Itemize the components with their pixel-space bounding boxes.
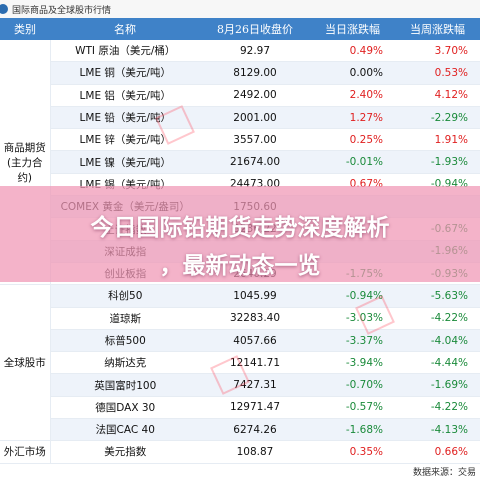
price-cell: 12971.47 [200,396,310,420]
price-cell: 3557.00 [200,128,310,152]
table-row: 标普500 4057.66 -3.37% -4.04% [0,329,480,353]
headline-line-1: 今日国际铅期货走势深度解析 [90,215,390,241]
week-change-cell: 1.91% [395,128,480,152]
day-change-cell: -0.57% [310,396,395,420]
name-cell: 法国CAC 40 [50,418,200,442]
price-cell: 7427.31 [200,373,310,397]
sheet-title: 国际商品及全球股市行情 [12,5,112,16]
week-change-cell: 0.66% [395,440,480,464]
price-cell: 12141.71 [200,351,310,375]
table-row: 道琼斯 32283.40 -3.03% -4.22% [0,307,480,330]
header-week-change: 当周涨跌幅 [395,18,480,40]
name-cell: 德国DAX 30 [50,396,200,420]
name-cell: 英国富时100 [50,373,200,397]
name-cell: LME 铝（美元/吨） [50,84,200,107]
day-change-cell: 0.00% [310,61,395,85]
table-row: 全球股市 科创50 1045.99 -0.94% -5.63% [0,284,480,442]
week-change-cell: -4.22% [395,307,480,330]
header-name: 名称 [50,18,200,40]
day-change-cell: -1.68% [310,418,395,442]
headline-banner [0,186,480,282]
day-change-cell: -0.70% [310,373,395,397]
table-row: 英国富时100 7427.31 -0.70% -1.69% [0,373,480,397]
price-cell: 4057.66 [200,329,310,353]
table-row: LME 锌（美元/吨） 3557.00 0.25% 1.91% [0,128,480,152]
price-cell: 2001.00 [200,106,310,130]
week-change-cell: -4.04% [395,329,480,353]
price-cell: 108.87 [200,440,310,464]
table-row: 德国DAX 30 12971.47 -0.57% -4.22% [0,396,480,420]
logo-icon [0,4,8,14]
week-change-cell: -1.69% [395,373,480,397]
data-source-note: 数据来源：交易 [412,468,476,478]
week-change-cell: 4.12% [395,84,480,107]
week-change-cell: 0.53% [395,61,480,85]
week-change-cell: -5.63% [395,284,480,308]
price-cell: 32283.40 [200,307,310,330]
name-cell: LME 镍（美元/吨） [50,150,200,174]
week-change-cell: -4.13% [395,418,480,442]
name-cell: 标普500 [50,329,200,353]
name-cell: 美元指数 [50,440,200,464]
name-cell: WTI 原油（美元/桶） [50,40,200,63]
headline-line-2: ，最新动态一览 [159,253,321,279]
table-row: 纳斯达克 12141.71 -3.94% -4.44% [0,351,480,375]
header-day-change: 当日涨跌幅 [310,18,395,40]
table-row: 外汇市场 美元指数 108.87 0.35% 0.66% [0,440,480,464]
week-change-cell: -4.44% [395,351,480,375]
day-change-cell: 2.40% [310,84,395,107]
price-cell: 92.97 [200,40,310,63]
day-change-cell: -3.94% [310,351,395,375]
table-row: 法国CAC 40 6274.26 -1.68% -4.13% [0,418,480,442]
day-change-cell: 0.49% [310,40,395,63]
week-change-cell: -4.22% [395,396,480,420]
category-cell: 全球股市 [0,284,51,442]
week-change-cell: -1.93% [395,150,480,174]
day-change-cell: 1.27% [310,106,395,130]
header-category: 类别 [0,18,50,40]
price-cell: 8129.00 [200,61,310,85]
week-change-cell: -2.29% [395,106,480,130]
name-cell: LME 铜（美元/吨） [50,61,200,85]
week-change-cell: 3.70% [395,40,480,63]
header-close-price: 8月26日收盘价 [200,18,310,40]
table-row: LME 铅（美元/吨） 2001.00 1.27% -2.29% [0,106,480,130]
table-row: LME 铜（美元/吨） 8129.00 0.00% 0.53% [0,61,480,85]
name-cell: LME 锌（美元/吨） [50,128,200,152]
price-cell: 1045.99 [200,284,310,308]
day-change-cell: -0.01% [310,150,395,174]
table-row: 商品期货 (主力合约) WTI 原油（美元/桶） 92.97 0.49% 3.70% [0,40,480,286]
sheet-title-bar: 国际商品及全球股市行情 [0,0,480,18]
name-cell: LME 铅（美元/吨） [50,106,200,130]
table-row: LME 镍（美元/吨） 21674.00 -0.01% -1.93% [0,150,480,174]
price-cell: 2492.00 [200,84,310,107]
table-row: LME 铝（美元/吨） 2492.00 2.40% 4.12% [0,84,480,107]
day-change-cell: 0.25% [310,128,395,152]
table-header-row: 类别 名称 8月26日收盘价 当日涨跌幅 当周涨跌幅 [0,18,480,40]
name-cell: 道琼斯 [50,307,200,330]
price-cell: 21674.00 [200,150,310,174]
day-change-cell: -3.37% [310,329,395,353]
price-cell: 6274.26 [200,418,310,442]
category-cell: 外汇市场 [0,440,51,464]
name-cell: 纳斯达克 [50,351,200,375]
day-change-cell: -3.03% [310,307,395,330]
day-change-cell: -0.94% [310,284,395,308]
day-change-cell: 0.35% [310,440,395,464]
name-cell: 科创50 [50,284,200,308]
